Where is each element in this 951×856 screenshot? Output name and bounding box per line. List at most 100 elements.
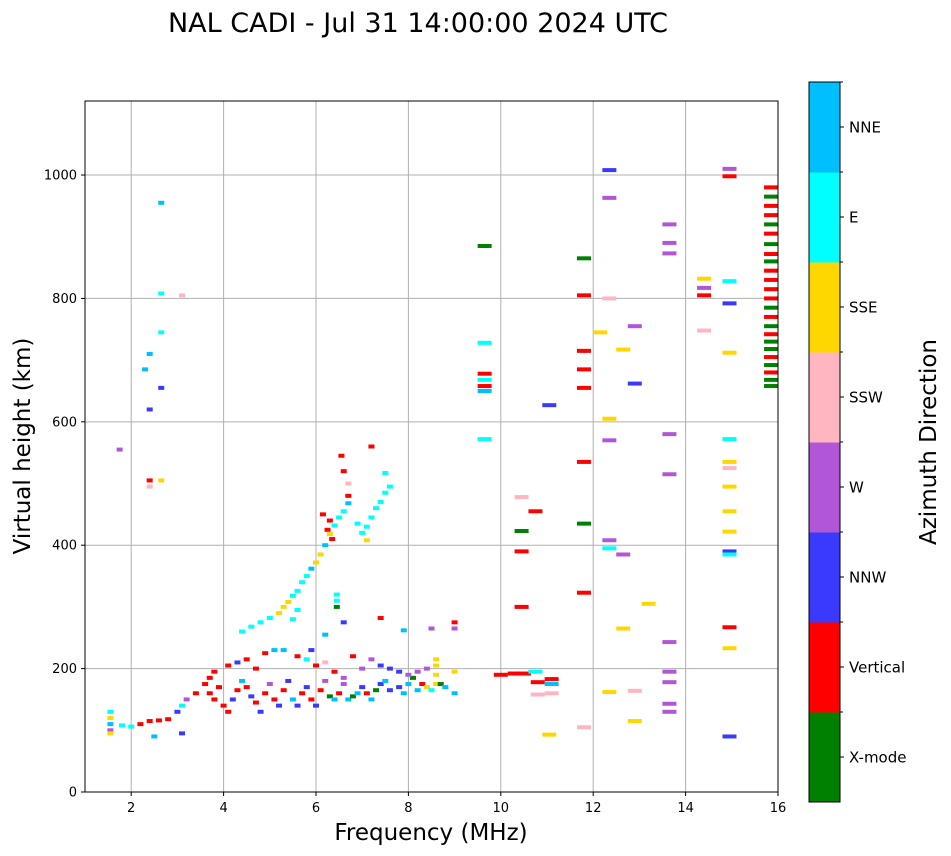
echo-point-sse: [280, 604, 287, 609]
echo-point-x-mode: [576, 521, 591, 526]
echo-point-vertical: [317, 688, 324, 693]
echo-point-vertical: [165, 717, 172, 722]
echo-point-vertical: [329, 537, 336, 542]
echo-point-vertical: [206, 675, 213, 680]
echo-point-nne: [414, 688, 421, 693]
echo-point-nnw: [377, 682, 384, 687]
echo-point-e: [257, 620, 264, 625]
echo-point-vertical: [477, 371, 492, 376]
echo-point-nnw: [303, 685, 310, 690]
echo-point-vertical: [324, 527, 331, 532]
echo-point-w: [414, 669, 421, 674]
echo-point-nne: [322, 543, 329, 548]
echo-point-e: [107, 709, 114, 714]
echo-point-vertical: [340, 469, 347, 474]
echo-point-e: [722, 552, 737, 557]
echo-point-nnw: [308, 648, 315, 653]
echo-point-e: [333, 592, 340, 597]
echo-point-vertical: [764, 268, 779, 273]
y-tick-label: 600: [52, 415, 77, 430]
echo-point-w: [697, 285, 712, 290]
colorbar-tick-label: SSW: [849, 389, 883, 407]
echo-point-vertical: [225, 663, 232, 668]
echo-point-ssw: [544, 691, 559, 696]
echo-point-vertical: [764, 314, 779, 319]
echo-point-nnw: [602, 168, 617, 173]
x-tick-label: 4: [219, 801, 227, 816]
echo-point-vertical: [576, 348, 591, 353]
colorbar-tick-label: Vertical: [849, 659, 905, 677]
echo-point-e: [336, 515, 343, 520]
echo-point-vertical: [514, 549, 529, 554]
echo-point-nne: [442, 685, 449, 690]
echo-point-nne: [280, 648, 287, 653]
x-tick-label: 10: [493, 801, 510, 816]
echo-point-sse: [326, 532, 333, 537]
echo-point-w: [322, 678, 329, 683]
echo-point-nne: [354, 691, 361, 696]
echo-point-e: [428, 688, 435, 693]
echo-point-nnw: [396, 685, 403, 690]
echo-point-sse: [276, 611, 283, 616]
echo-point-ssw: [345, 481, 352, 486]
echo-point-vertical: [215, 685, 222, 690]
echo-point-vertical: [234, 688, 241, 693]
echo-point-nnw: [627, 381, 642, 386]
x-tick-label: 8: [404, 801, 412, 816]
colorbar-swatch-ssw: [809, 352, 840, 443]
echo-point-vertical: [576, 367, 591, 372]
echo-point-vertical: [697, 293, 712, 298]
echo-point-nne: [107, 722, 114, 727]
echo-point-vertical: [764, 231, 779, 236]
colorbar: X-mode Vertical NNW W SSW SSE E NNE: [809, 81, 906, 803]
echo-point-x-mode: [764, 242, 779, 247]
colorbar-swatch-w: [809, 442, 840, 533]
echo-point-vertical: [280, 688, 287, 693]
echo-point-x-mode: [764, 305, 779, 310]
echo-point-x-mode: [437, 682, 444, 687]
echo-point-e: [289, 593, 296, 598]
echo-point-nnw: [158, 385, 165, 390]
echo-point-nnw: [396, 669, 403, 674]
echo-point-x-mode: [349, 694, 356, 699]
echo-point-x-mode: [410, 675, 417, 680]
echo-point-nne: [345, 697, 352, 702]
echo-point-ssw: [146, 484, 153, 489]
plot-frame: [84, 100, 779, 793]
echo-point-vertical: [137, 722, 144, 727]
echo-point-w: [107, 728, 114, 733]
echo-point-sse: [433, 682, 440, 687]
echo-point-vertical: [262, 651, 269, 656]
colorbar-tick-label: SSE: [849, 299, 878, 317]
echo-point-ssw: [722, 466, 737, 471]
echo-point-sse: [451, 669, 458, 674]
echo-point-nne: [345, 501, 352, 506]
echo-point-w: [722, 166, 737, 171]
echo-point-x-mode: [764, 339, 779, 344]
echo-point-sse: [722, 484, 737, 489]
echo-point-e: [179, 703, 186, 708]
echo-point-sse: [285, 599, 292, 604]
echo-point-vertical: [764, 203, 779, 208]
echo-point-w: [662, 669, 677, 674]
echo-point-nne: [331, 697, 338, 702]
echo-point-vertical: [252, 700, 259, 705]
echo-point-nnw: [722, 734, 737, 739]
x-tick-label: 2: [127, 801, 135, 816]
echo-point-vertical: [326, 518, 333, 523]
echo-point-w: [602, 195, 617, 200]
echo-point-vertical: [764, 252, 779, 257]
y-tick-label: 1000: [44, 169, 77, 184]
echo-point-vertical: [576, 459, 591, 464]
echo-point-nnw: [377, 663, 384, 668]
echo-point-w: [662, 640, 677, 645]
echo-point-vertical: [262, 691, 269, 696]
echo-point-vertical: [363, 691, 370, 696]
echo-point-vertical: [764, 277, 779, 282]
echo-point-nnw: [257, 709, 264, 714]
echo-point-vertical: [764, 213, 779, 218]
echo-point-e: [248, 624, 255, 629]
echo-point-e: [354, 521, 361, 526]
echo-point-vertical: [192, 691, 199, 696]
